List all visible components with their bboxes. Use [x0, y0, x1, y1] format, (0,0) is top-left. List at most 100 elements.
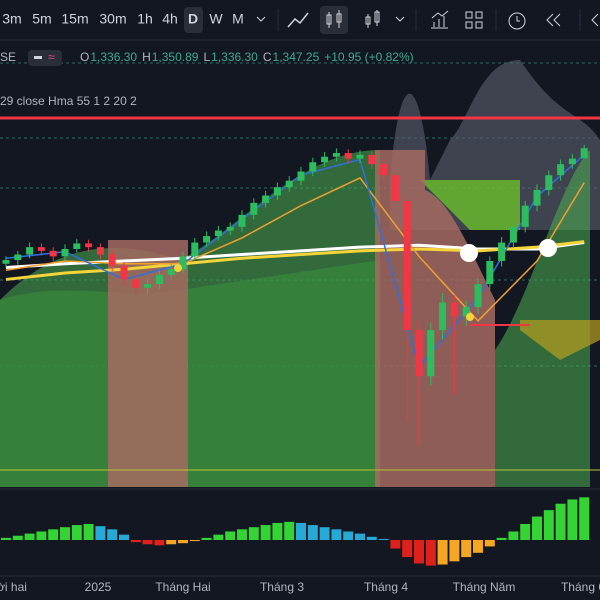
candle-body — [356, 154, 364, 159]
legend-toggle[interactable] — [28, 50, 62, 66]
histogram-bar — [237, 529, 247, 540]
cloud — [520, 320, 600, 360]
ohlc-key: C — [263, 50, 272, 64]
histogram-bar — [567, 499, 578, 540]
legend-toggle-icon — [34, 56, 42, 59]
indicators-icon[interactable] — [431, 10, 449, 29]
ohlc-legend: O 1,336.30 H 1,350.89 L 1,336.30 C 1,347.25 +10.… — [80, 50, 414, 64]
bars-icon[interactable] — [365, 10, 380, 28]
signal-dot — [466, 313, 474, 321]
candle-body — [49, 250, 57, 257]
ohlc-value: 1,350.89 — [152, 50, 199, 64]
chart-type-dropdown[interactable] — [395, 16, 405, 22]
candle-body — [380, 164, 388, 176]
moving-average — [5, 177, 585, 323]
signal-dot — [460, 244, 478, 262]
histogram-bar — [543, 510, 554, 540]
candle-body — [297, 171, 305, 181]
undo-icon[interactable] — [591, 13, 599, 27]
candle-body — [96, 247, 104, 255]
candle-body — [462, 307, 470, 317]
interval-buttons: 3m 5m 15m 30m 1h 4h D W M — [2, 11, 244, 27]
candle-body — [26, 247, 34, 255]
candle-body — [509, 226, 517, 243]
histogram-bar — [1, 537, 11, 540]
candle-body — [415, 330, 423, 377]
histogram-bar — [390, 540, 401, 549]
candle-body — [545, 175, 553, 190]
histogram-bar — [555, 503, 566, 540]
candle-body — [332, 153, 340, 157]
candle-body — [557, 164, 565, 176]
ohlc-key: O — [80, 50, 89, 64]
candle-body — [309, 162, 317, 172]
histogram-bar — [71, 525, 82, 540]
histogram-bar — [189, 540, 200, 542]
candle-body — [226, 226, 234, 231]
candle-body — [203, 236, 211, 243]
histogram-bar — [130, 540, 141, 543]
histogram-bar — [225, 531, 236, 540]
trend-area — [495, 150, 590, 487]
legend-toggle-icon: ≈ — [48, 50, 55, 64]
alert-icon[interactable] — [508, 12, 526, 30]
candle-body — [238, 214, 246, 227]
interval-dropdown[interactable] — [256, 16, 266, 22]
histogram-bar — [95, 526, 106, 540]
candle-body — [37, 247, 45, 251]
change: +10.95 (+0.82%) — [324, 50, 413, 64]
interval-button[interactable]: D — [188, 11, 198, 27]
x-tick-label: Tháng 4 — [364, 580, 408, 594]
interval-button[interactable]: 15m — [61, 11, 88, 27]
candle-body — [344, 153, 352, 159]
histogram-bar — [414, 540, 424, 564]
marks — [2, 144, 588, 446]
histogram-bar — [508, 531, 519, 540]
toolbar — [0, 0, 600, 40]
candle-body — [155, 274, 163, 285]
candle-body — [273, 187, 281, 196]
candle-body — [474, 284, 482, 308]
histogram-bar — [343, 531, 354, 540]
x-tick-label: ời hai — [0, 580, 27, 594]
interval-button[interactable]: 3m — [2, 11, 21, 27]
histogram-bar — [48, 529, 59, 540]
interval-button[interactable]: 4h — [162, 11, 178, 27]
candle-body — [427, 330, 435, 377]
candle-body — [132, 279, 140, 288]
histogram-bar — [83, 524, 94, 540]
histogram-bar — [366, 536, 377, 540]
histogram-bar — [284, 521, 295, 540]
histogram-bar — [119, 534, 129, 540]
candle-body — [120, 265, 128, 280]
candle-body — [179, 256, 187, 270]
candle-body — [73, 243, 81, 249]
interval-button[interactable]: 30m — [99, 11, 126, 27]
histogram-bar — [425, 540, 436, 566]
line-chart-icon[interactable] — [287, 12, 309, 28]
layouts-icon[interactable] — [465, 11, 483, 29]
ohlc-value: 1,336.30 — [211, 50, 258, 64]
candle-body — [521, 205, 529, 227]
interval-button[interactable]: 5m — [32, 11, 51, 27]
candle-body — [214, 230, 222, 237]
candle-body — [439, 302, 447, 331]
active-interval-bg — [184, 7, 203, 33]
candle-body — [285, 180, 293, 188]
histogram-bar — [461, 540, 472, 558]
interval-button[interactable]: M — [232, 11, 244, 27]
candle-body — [108, 254, 116, 266]
replay-icon[interactable] — [546, 13, 561, 27]
histogram-bar — [260, 525, 271, 540]
interval-button[interactable]: W — [209, 11, 223, 27]
histogram-bar — [36, 531, 47, 540]
histogram-bar — [142, 540, 153, 545]
interval-button[interactable]: 1h — [137, 11, 153, 27]
candle-body — [486, 260, 494, 285]
ohlc-key: H — [142, 50, 151, 64]
candles-icon[interactable] — [326, 10, 342, 28]
x-tick-label: Tháng 3 — [260, 580, 304, 594]
histogram-bar — [473, 540, 483, 553]
candle-body — [533, 189, 541, 206]
